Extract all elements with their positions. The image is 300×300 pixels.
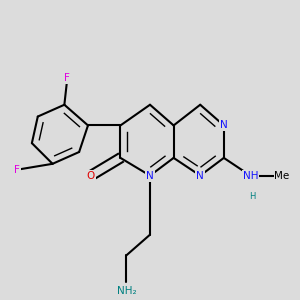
Text: F: F (14, 165, 20, 175)
Text: NH: NH (243, 171, 258, 181)
Text: F: F (64, 73, 70, 83)
Text: N: N (146, 171, 154, 181)
Text: H: H (249, 192, 255, 201)
Text: Me: Me (274, 171, 289, 181)
Text: N: N (220, 120, 228, 130)
Text: O: O (87, 171, 95, 181)
Text: N: N (196, 171, 204, 181)
Text: NH₂: NH₂ (117, 286, 136, 296)
